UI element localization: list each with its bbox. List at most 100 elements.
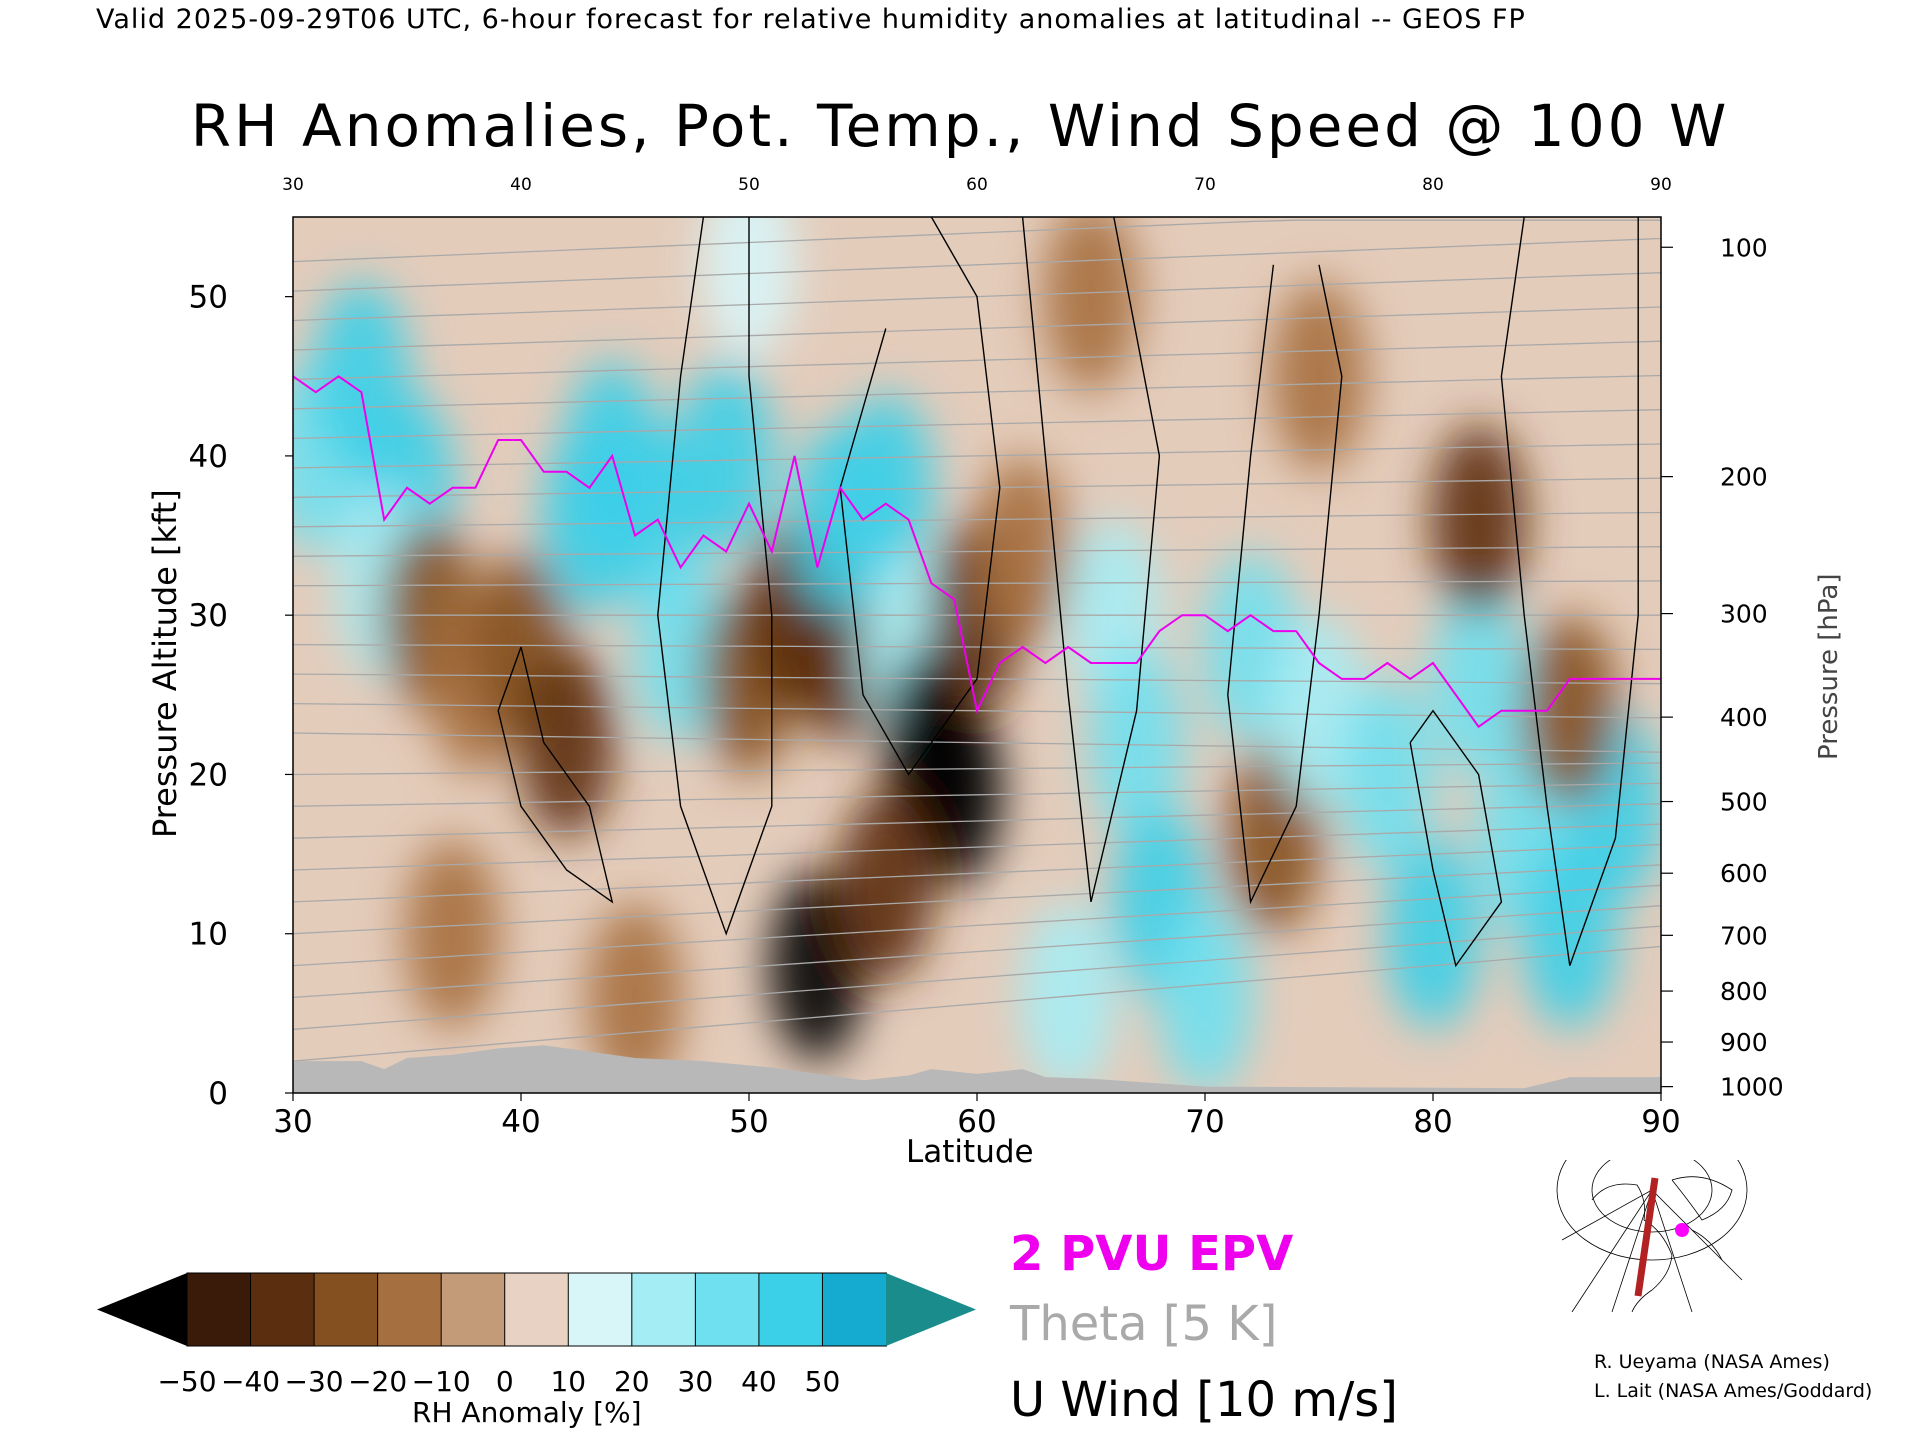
theta-line: [293, 546, 1661, 557]
theta-line: [293, 905, 1661, 999]
colorbar-swatch: [250, 1272, 316, 1347]
x-tick-label: 60: [957, 1104, 996, 1140]
u-wind-contours: [497, 217, 1639, 968]
y-tick-label: 40: [189, 439, 228, 475]
pressure-tick-label: 700: [1720, 921, 1768, 950]
theta-line: [293, 219, 1661, 263]
x-tick-label: 40: [501, 1104, 540, 1140]
rh-blob: [837, 790, 934, 981]
theta-line: [293, 409, 1661, 440]
epv-2pvu-line: [293, 375, 1661, 729]
u-wind-contour: [1021, 217, 1161, 903]
colorbar: −50 −40 −30 −20 −10 0 10 20 30 40 50: [97, 1272, 976, 1398]
colorbar-over-arrow: [886, 1273, 976, 1346]
theta-line: [293, 306, 1661, 351]
colorbar-tick-label: 30: [678, 1365, 714, 1398]
colorbar-swatch: [758, 1272, 824, 1347]
colorbar-swatch: [440, 1272, 506, 1347]
x-top-tick-label: 90: [1650, 175, 1672, 195]
pressure-tick-label: 1000: [1720, 1073, 1784, 1102]
x-top-tick-label: 60: [966, 175, 988, 195]
pressure-tick-label: 800: [1720, 977, 1768, 1006]
rh-blob: [1521, 615, 1618, 806]
legend-epv: 2 PVU EPV: [1010, 1226, 1294, 1282]
theta-line: [293, 762, 1661, 776]
rh-blob: [1271, 281, 1367, 472]
chart-title: RH Anomalies, Pot. Temp., Wind Speed @ 1…: [190, 92, 1730, 160]
theta-line: [293, 925, 1661, 1030]
rh-blob: [1339, 679, 1436, 870]
y-tick-label: 0: [208, 1076, 228, 1112]
pressure-tick-label: 600: [1720, 859, 1768, 888]
x-top-tick-label: 40: [510, 175, 532, 195]
colorbar-swatch: [567, 1272, 633, 1347]
x-top-tick-label: 30: [282, 175, 304, 195]
rh-blob: [404, 838, 501, 1029]
y-tick-label: 50: [189, 280, 228, 316]
theta-line: [293, 803, 1661, 839]
colorbar-swatch: [377, 1272, 443, 1347]
terrain: [293, 1045, 1661, 1093]
rh-blob: [1020, 902, 1117, 1093]
rh-blob: [1430, 424, 1527, 615]
theta-line: [293, 643, 1661, 651]
colorbar-tick-label: −10: [412, 1365, 471, 1398]
colorbar-label: RH Anomaly [%]: [412, 1396, 642, 1429]
y-tick-label: 20: [189, 757, 228, 793]
theta-line: [293, 511, 1661, 528]
rh-blob: [678, 360, 775, 551]
credit-line-2: L. Lait (NASA Ames/Goddard): [1594, 1380, 1873, 1402]
rh-blob: [1157, 902, 1253, 1093]
theta-line: [293, 443, 1661, 469]
theta-line: [293, 782, 1661, 807]
x-tick-label: 30: [273, 1104, 312, 1140]
u-wind-contour: [1500, 217, 1639, 966]
theta-line: [293, 374, 1661, 410]
theta-line: [293, 340, 1661, 381]
x-tick-label: 80: [1413, 1104, 1452, 1140]
pressure-tick-label: 300: [1720, 600, 1768, 629]
rh-blob: [1385, 838, 1481, 1029]
colorbar-swatch: [313, 1272, 379, 1347]
u-wind-contour: [839, 217, 1001, 776]
header-line: Valid 2025-09-29T06 UTC, 6-hour forecast…: [96, 4, 1526, 35]
y-tick-label: 30: [189, 598, 228, 634]
legend-uwind: U Wind [10 m/s]: [1010, 1372, 1399, 1428]
pressure-tick-label: 500: [1720, 788, 1768, 817]
colorbar-tick-label: −20: [348, 1365, 407, 1398]
colorbar-tick-label: 40: [741, 1365, 777, 1398]
pressure-tick-label: 900: [1720, 1028, 1768, 1057]
theta-line: [293, 945, 1661, 1062]
pressure-tick-label: 400: [1720, 703, 1768, 732]
colorbar-swatch: [504, 1272, 570, 1347]
rh-blob: [837, 392, 934, 583]
rh-blob: [518, 647, 615, 838]
y-tick-label: 10: [189, 917, 228, 953]
theta-line: [293, 732, 1661, 753]
pressure-tick-label: 200: [1720, 463, 1768, 492]
colorbar-tick-label: 50: [805, 1365, 841, 1398]
y-axis-label-left: Pressure Altitude [kft]: [146, 489, 184, 838]
theta-line: [293, 823, 1661, 871]
x-tick-label: 90: [1641, 1104, 1680, 1140]
colorbar-tick-label: −50: [157, 1365, 216, 1398]
u-wind-contour: [497, 646, 614, 904]
colorbar-tick-label: 20: [614, 1365, 650, 1398]
colorbar-swatch: [694, 1272, 760, 1347]
u-wind-contour: [1227, 264, 1343, 905]
pressure-tick-label: 100: [1720, 233, 1768, 262]
theta-line: [293, 477, 1661, 498]
colorbar-under-arrow: [97, 1273, 187, 1346]
theta-line: [293, 884, 1661, 967]
x-top-tick-label: 50: [738, 175, 760, 195]
rh-blob: [587, 902, 683, 1093]
colorbar-tick-label: −40: [221, 1365, 280, 1398]
plot-area: [293, 217, 1661, 1093]
x-axis-label: Latitude: [906, 1134, 1034, 1170]
x-top-tick-label: 70: [1194, 175, 1216, 195]
colorbar-swatch: [186, 1272, 252, 1347]
theta-line: [293, 843, 1661, 903]
location-map-inset: [1552, 1160, 1752, 1312]
